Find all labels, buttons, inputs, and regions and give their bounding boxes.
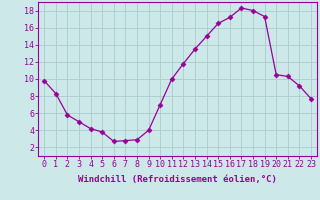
X-axis label: Windchill (Refroidissement éolien,°C): Windchill (Refroidissement éolien,°C) xyxy=(78,175,277,184)
